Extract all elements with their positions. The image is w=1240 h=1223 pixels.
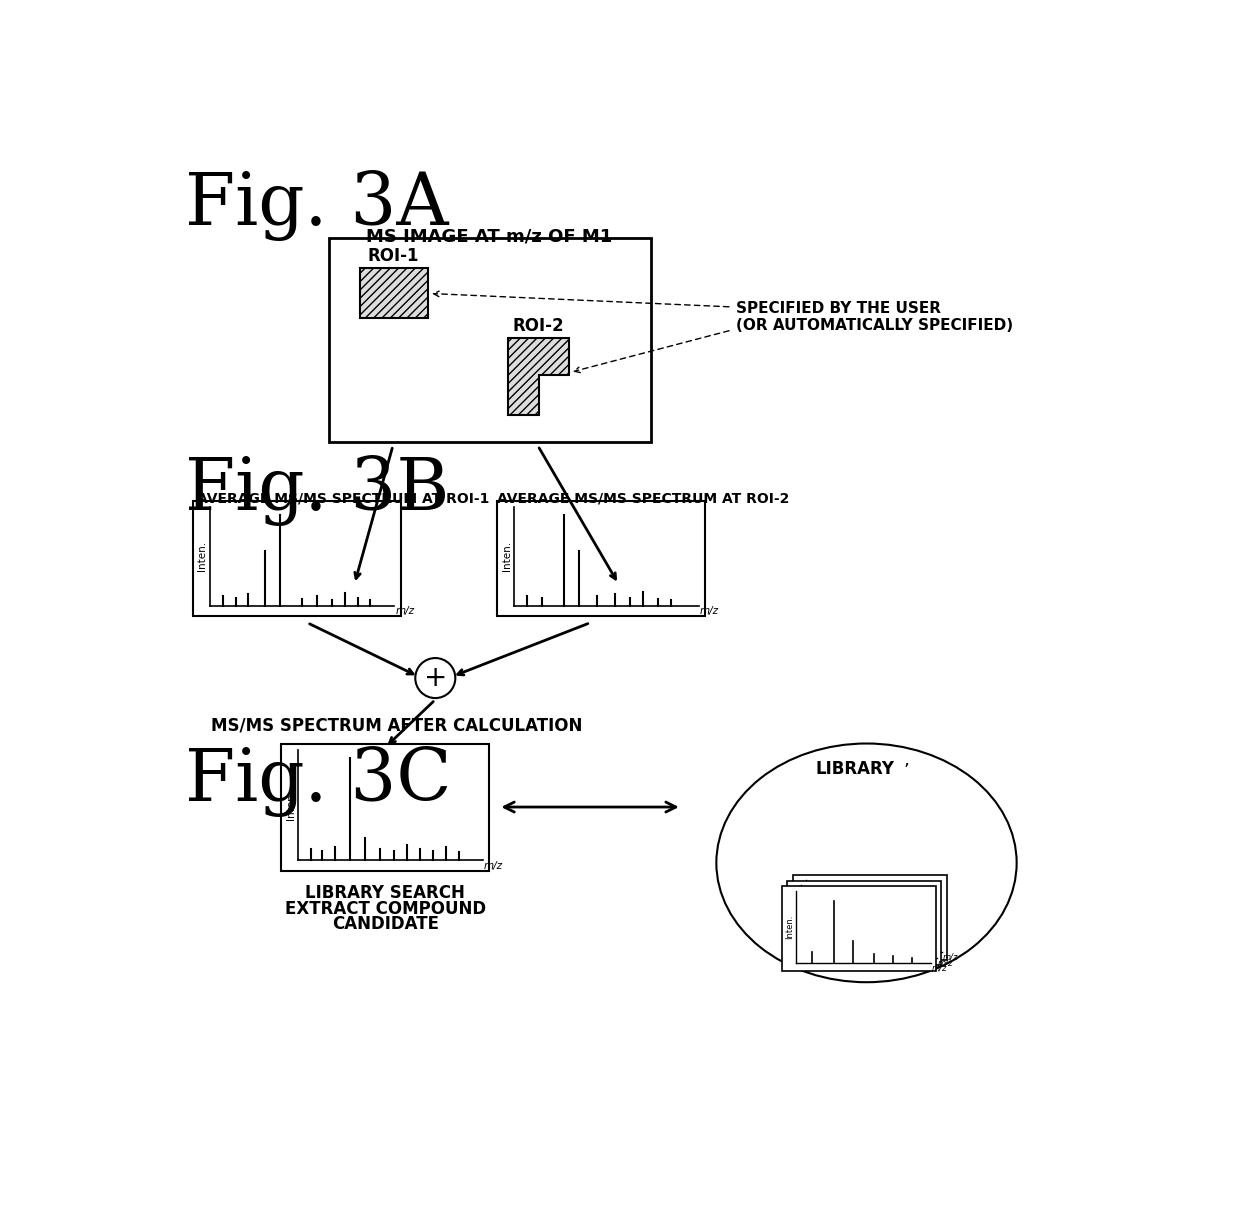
Text: CANDIDATE: CANDIDATE: [332, 915, 439, 933]
Text: m/z: m/z: [484, 861, 503, 871]
Text: EXTRACT COMPOUND: EXTRACT COMPOUND: [285, 900, 486, 917]
Text: m/z: m/z: [942, 953, 959, 963]
Text: MS/MS SPECTRUM AFTER CALCULATION: MS/MS SPECTRUM AFTER CALCULATION: [211, 717, 583, 735]
FancyBboxPatch shape: [497, 501, 704, 616]
Text: m/z: m/z: [699, 607, 718, 616]
FancyBboxPatch shape: [781, 885, 936, 971]
Circle shape: [415, 658, 455, 698]
Text: Inten.: Inten.: [501, 542, 512, 571]
Text: (OR AUTOMATICALLY SPECIFIED): (OR AUTOMATICALLY SPECIFIED): [735, 318, 1013, 333]
FancyBboxPatch shape: [329, 237, 651, 442]
FancyBboxPatch shape: [281, 744, 490, 871]
Text: ’: ’: [904, 762, 909, 780]
Text: AVERAGE MS/MS SPECTRUM AT ROI-1: AVERAGE MS/MS SPECTRUM AT ROI-1: [197, 492, 489, 506]
Text: m/z: m/z: [932, 964, 947, 972]
FancyBboxPatch shape: [792, 876, 946, 960]
Text: Fig. 3C: Fig. 3C: [185, 746, 451, 817]
FancyBboxPatch shape: [787, 881, 941, 965]
Text: m/z: m/z: [937, 959, 952, 967]
Text: m/z: m/z: [396, 607, 414, 616]
FancyBboxPatch shape: [192, 501, 401, 616]
Text: AVERAGE MS/MS SPECTRUM AT ROI-2: AVERAGE MS/MS SPECTRUM AT ROI-2: [497, 492, 790, 506]
Text: Inten.: Inten.: [197, 542, 207, 571]
FancyBboxPatch shape: [360, 268, 428, 318]
Text: Inten.: Inten.: [286, 790, 296, 819]
Text: Inten.: Inten.: [785, 915, 794, 939]
Text: Inten.: Inten.: [796, 904, 805, 928]
Text: LIBRARY: LIBRARY: [816, 761, 894, 779]
Text: Fig. 3A: Fig. 3A: [185, 170, 449, 241]
Text: LIBRARY SEARCH: LIBRARY SEARCH: [305, 884, 465, 903]
Text: MS IMAGE AT m/z OF M1: MS IMAGE AT m/z OF M1: [366, 227, 613, 246]
Text: +: +: [424, 664, 446, 692]
Text: Fig. 3B: Fig. 3B: [185, 455, 449, 526]
Text: ROI-2: ROI-2: [512, 317, 564, 335]
Polygon shape: [508, 338, 568, 415]
Text: ROI-1: ROI-1: [368, 247, 419, 265]
Text: Inten.: Inten.: [791, 909, 800, 933]
Text: SPECIFIED BY THE USER: SPECIFIED BY THE USER: [735, 301, 941, 316]
Ellipse shape: [717, 744, 1017, 982]
